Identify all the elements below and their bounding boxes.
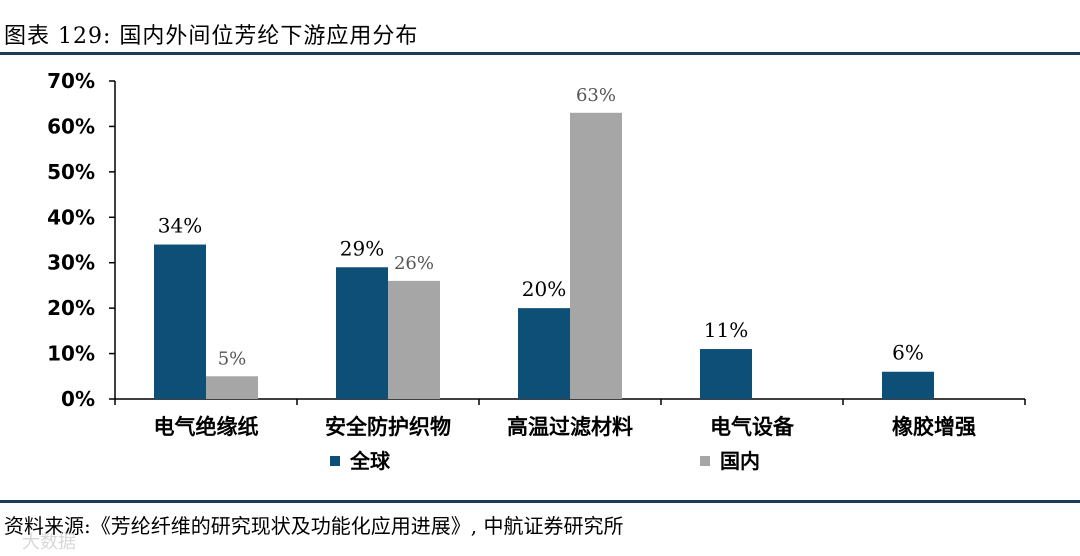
- data-label: 26%: [394, 253, 434, 274]
- legend-label: 国内: [720, 449, 760, 473]
- x-tick-label: 橡胶增强: [892, 415, 976, 439]
- y-tick-label: 50%: [47, 160, 95, 184]
- bar-global: [154, 244, 206, 399]
- data-label: 34%: [158, 214, 202, 238]
- legend-swatch: [700, 456, 710, 466]
- data-label: 29%: [340, 236, 384, 260]
- x-tick-label: 电气绝缘纸: [154, 415, 259, 439]
- data-label: 20%: [522, 277, 566, 301]
- legend-swatch: [330, 456, 340, 466]
- bar-domestic: [570, 112, 622, 400]
- data-label: 11%: [704, 318, 748, 342]
- bottom-rule: [0, 500, 1080, 503]
- y-tick-label: 60%: [47, 114, 95, 138]
- bar-global: [700, 349, 752, 399]
- data-label: 6%: [892, 341, 924, 365]
- bar-domestic: [206, 376, 258, 399]
- y-tick-label: 10%: [47, 342, 95, 366]
- figure-title: 图表 129: 国内外间位芳纶下游应用分布: [4, 24, 419, 49]
- x-tick-label: 电气设备: [710, 415, 795, 439]
- y-tick-label: 20%: [47, 296, 95, 320]
- y-tick-label: 40%: [47, 205, 95, 229]
- y-tick-label: 70%: [47, 69, 95, 93]
- y-tick-label: 30%: [47, 251, 95, 275]
- data-label: 63%: [576, 85, 616, 106]
- data-label: 5%: [218, 348, 247, 369]
- bar-global: [336, 267, 388, 399]
- bar-global: [518, 308, 570, 399]
- x-tick-label: 安全防护织物: [325, 415, 451, 439]
- bar-chart: 0% 10% 20% 30% 40% 50% 60% 70% 34% 5% 电气绝缘纸 29% 26% 安…: [47, 69, 1026, 473]
- bar-domestic: [388, 280, 440, 399]
- top-rule: [0, 52, 1080, 55]
- legend-label: 全球: [349, 449, 391, 473]
- source-note: 资料来源:《芳纶纤维的研究现状及功能化应用进展》, 中航证券研究所: [4, 514, 624, 538]
- bar-global: [882, 371, 934, 399]
- x-tick-label: 高温过滤材料: [507, 415, 633, 439]
- y-tick-label: 0%: [61, 387, 95, 411]
- watermark: 大数据: [22, 532, 76, 553]
